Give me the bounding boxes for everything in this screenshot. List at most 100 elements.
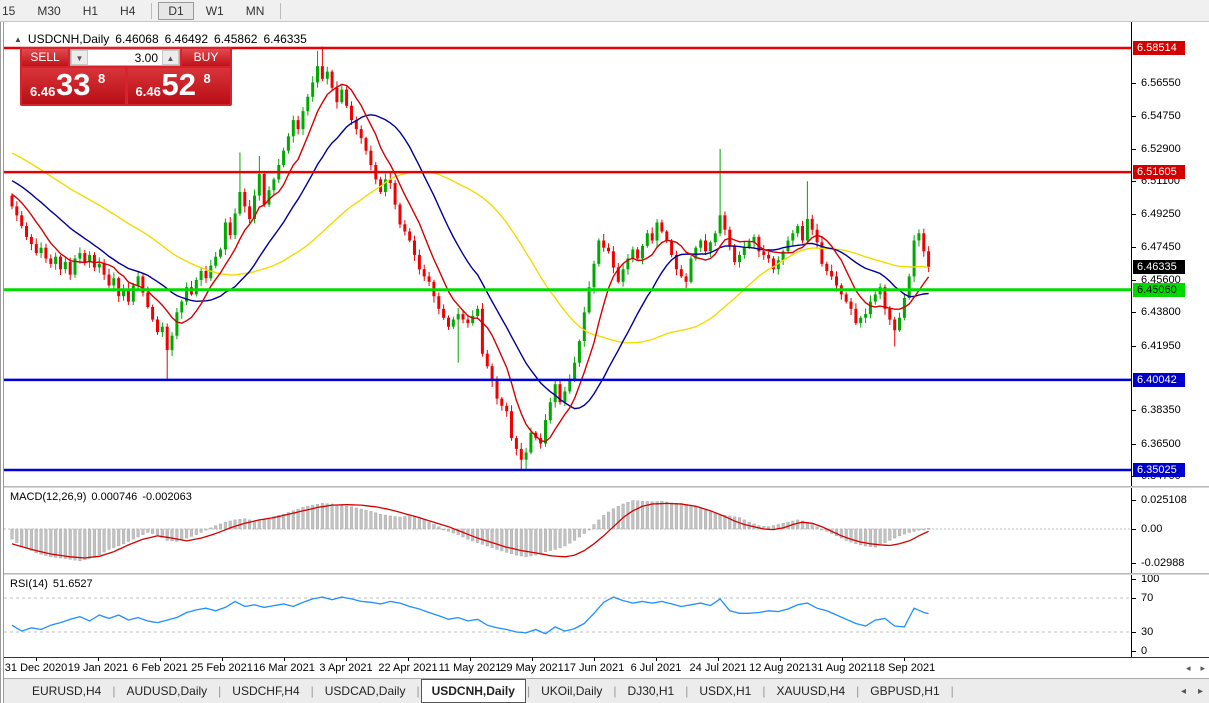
candlestick-chart[interactable] <box>4 24 1131 486</box>
timeframe-button-15[interactable]: 15 <box>2 3 16 18</box>
tab-usdchf[interactable]: USDCHF,H4 <box>232 684 300 698</box>
axis-tick-mark <box>1132 83 1136 85</box>
tab-usdx[interactable]: USDX,H1 <box>699 684 752 698</box>
axis-tick-mark <box>1132 579 1136 580</box>
scroll-left-icon[interactable]: ◂ <box>1185 663 1191 673</box>
volume-decrease-icon[interactable]: ▼ <box>71 50 88 65</box>
date-tick-mark <box>718 658 719 661</box>
timeframe-button-h1[interactable]: H1 <box>82 3 99 18</box>
tab-audusd[interactable]: AUDUSD,Daily <box>126 684 208 698</box>
ohlc-close: 6.46335 <box>263 32 307 46</box>
axis-tick-mark <box>1132 312 1136 314</box>
buy-price-display[interactable]: 6.46 52 8 <box>127 67 230 104</box>
date-axis-arrows: ◂ ▸ <box>1186 663 1205 674</box>
rsi-panel[interactable]: RSI(14) 51.6527 <box>4 575 1131 657</box>
date-label: 16 Mar 2021 <box>253 662 315 674</box>
buy-button[interactable]: BUY <box>182 49 230 66</box>
tab-separator: | <box>526 684 531 698</box>
price-level-badge: 6.51605 <box>1133 165 1185 180</box>
rsi-tick-label: 100 <box>1141 573 1160 585</box>
symbol-name: USDCNH,Daily <box>27 32 110 46</box>
rsi-chart <box>4 596 1131 635</box>
sell-price-display[interactable]: 6.46 33 8 <box>22 67 125 104</box>
date-tick-mark <box>160 658 161 661</box>
price-tick-label: 6.36500 <box>1141 437 1181 450</box>
timeframe-button-h4[interactable]: H4 <box>120 3 136 18</box>
price-axis[interactable]: 6.56550 6.54750 6.52900 6.51100 6.49250 6.474… <box>1131 22 1209 657</box>
tab-xauusd[interactable]: XAUUSD,H4 <box>776 684 846 698</box>
volume-increase-icon[interactable]: ▲ <box>162 50 179 65</box>
date-tick-mark <box>98 658 99 661</box>
date-axis[interactable]: ◂ ▸ 31 Dec 2020 19 Jan 2021 6 Feb 2021 25 F… <box>4 657 1209 678</box>
sell-price-point: 8 <box>98 71 106 86</box>
timeframe-button-mn[interactable]: MN <box>245 3 265 18</box>
date-tick-mark <box>656 658 657 661</box>
main-chart-panel[interactable]: ▲ USDCNH,Daily 6.46068 6.46492 6.45862 6… <box>4 24 1131 486</box>
tab-scroll-left-icon[interactable]: ◂ <box>1180 686 1186 697</box>
tab-ukoil[interactable]: UKOil,Daily <box>541 684 603 698</box>
date-label: 22 Apr 2021 <box>378 662 438 674</box>
rsi-value: 51.6527 <box>52 578 93 590</box>
tab-gbpusd[interactable]: GBPUSD,H1 <box>870 684 940 698</box>
axis-tick-mark <box>1132 280 1136 281</box>
buy-price-pips: 52 <box>161 67 196 102</box>
panel-splitter[interactable] <box>4 573 1209 575</box>
timeframe-button-d1[interactable]: D1 <box>158 1 194 20</box>
sell-price-prefix: 6.46 <box>30 84 56 99</box>
date-tick-mark <box>408 658 409 661</box>
sell-price-pips: 33 <box>56 67 91 102</box>
scroll-right-icon[interactable]: ▸ <box>1200 663 1205 673</box>
tab-dj30[interactable]: DJ30,H1 <box>627 684 675 698</box>
date-tick-mark <box>470 658 471 661</box>
price-level-badge: 6.46335 <box>1133 259 1185 274</box>
timeframe-button-m30[interactable]: M30 <box>37 3 61 18</box>
panel-splitter[interactable] <box>4 486 1209 488</box>
macd-value-main: 0.000746 <box>91 491 138 503</box>
ohlc-high: 6.46492 <box>164 32 209 46</box>
tab-separator: | <box>112 684 116 698</box>
price-tick-label: 6.54750 <box>1141 109 1181 122</box>
timeframe-button-w1[interactable]: W1 <box>205 3 224 18</box>
tab-separator: | <box>950 684 954 698</box>
axis-tick-mark <box>1132 562 1136 564</box>
rsi-tick-label: 70 <box>1141 592 1154 604</box>
tab-separator: | <box>218 684 222 698</box>
date-label: 18 Sep 2021 <box>872 662 936 674</box>
collapse-icon[interactable]: ▲ <box>14 34 22 44</box>
ohlc-low: 6.45862 <box>214 32 258 46</box>
macd-label: MACD(12,26,9) 0.000746 -0.002063 <box>10 491 192 503</box>
date-label: 29 May 2021 <box>500 662 564 674</box>
price-level-badge: 6.58514 <box>1133 41 1185 55</box>
axis-tick-mark <box>1132 115 1136 117</box>
date-label: 11 May 2021 <box>438 662 502 674</box>
tab-separator: | <box>613 684 617 698</box>
date-label: 17 Jun 2021 <box>563 662 625 674</box>
symbol-header: ▲ USDCNH,Daily 6.46068 6.46492 6.45862 6… <box>14 32 307 46</box>
date-tick-mark <box>346 658 347 661</box>
axis-tick-mark <box>1132 410 1136 412</box>
rsi-label: RSI(14) 51.6527 <box>10 578 93 590</box>
volume-spinner: ▼ ▲ <box>70 49 180 66</box>
date-label: 25 Feb 2021 <box>191 662 253 674</box>
date-tick-mark <box>532 658 533 661</box>
macd-tick-label: 0.00 <box>1141 523 1163 535</box>
tab-usdcnh[interactable]: USDCNH,Daily <box>420 679 526 703</box>
date-tick-mark <box>594 658 595 661</box>
date-tick-mark <box>36 658 37 661</box>
tab-scroll-right-icon[interactable]: ▸ <box>1197 686 1203 697</box>
volume-input[interactable] <box>88 50 162 65</box>
macd-panel[interactable]: MACD(12,26,9) 0.000746 -0.002063 <box>4 488 1131 573</box>
rsi-name: RSI(14) <box>10 578 48 590</box>
price-level-badge: 6.35025 <box>1133 463 1185 477</box>
tab-usdcad[interactable]: USDCAD,Daily <box>324 684 406 698</box>
date-label: 31 Dec 2020 <box>4 662 68 674</box>
price-level-badge: 6.45060 <box>1133 282 1185 297</box>
rsi-tick-label: 0 <box>1141 645 1148 657</box>
price-tick-label: 6.43800 <box>1141 306 1181 319</box>
price-tick-label: 6.56550 <box>1141 77 1181 90</box>
axis-tick-mark <box>1132 632 1136 633</box>
tab-eurusd[interactable]: EURUSD,H4 <box>32 684 102 698</box>
sell-button[interactable]: SELL <box>22 49 68 66</box>
rsi-tick-label: 30 <box>1141 626 1154 638</box>
macd-chart <box>4 500 1131 562</box>
